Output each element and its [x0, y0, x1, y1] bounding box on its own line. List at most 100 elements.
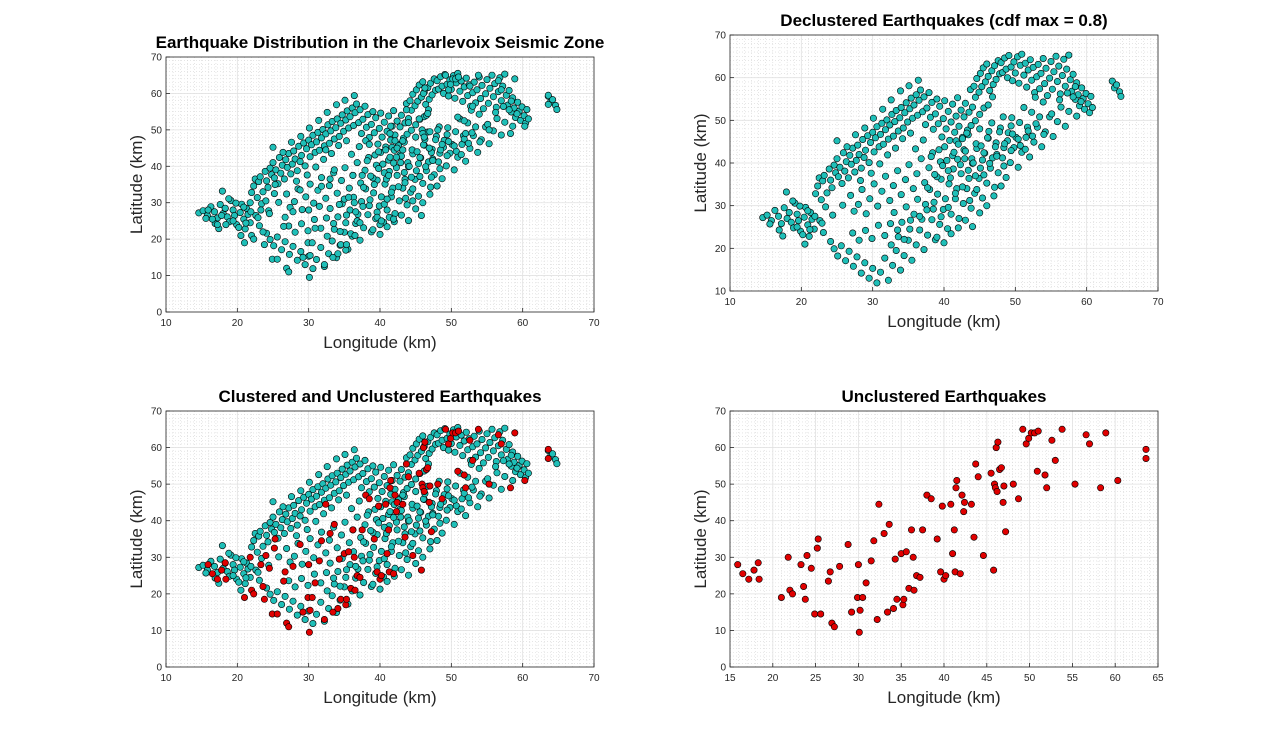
data-point — [856, 606, 864, 614]
y-tick-label: 60 — [151, 89, 163, 100]
data-point — [322, 146, 330, 154]
data-point — [427, 183, 435, 191]
data-point — [1117, 92, 1125, 100]
y-tick-label: 10 — [151, 271, 163, 282]
data-point — [341, 96, 349, 104]
data-point — [278, 246, 286, 254]
data-point — [493, 115, 501, 123]
data-point — [855, 236, 863, 244]
data-point — [270, 174, 278, 182]
data-point — [1078, 84, 1086, 92]
x-tick-label: 40 — [938, 297, 950, 308]
data-point — [275, 198, 283, 206]
data-point — [906, 225, 914, 233]
x-tick-label: 10 — [160, 318, 172, 329]
data-point — [369, 462, 377, 470]
data-point — [250, 590, 258, 598]
data-point — [397, 111, 405, 119]
data-point — [457, 505, 465, 513]
data-point — [873, 279, 881, 287]
data-point — [320, 615, 328, 623]
data-point — [242, 219, 250, 227]
data-point — [346, 113, 354, 121]
data-point — [378, 487, 386, 495]
data-point — [869, 114, 877, 122]
data-point — [213, 575, 221, 583]
data-point — [340, 127, 348, 135]
data-point — [299, 253, 307, 261]
data-point — [896, 114, 904, 122]
data-point — [412, 133, 420, 141]
data-point — [1002, 528, 1010, 536]
data-point — [250, 235, 258, 243]
data-point — [836, 163, 844, 171]
data-point — [942, 572, 950, 580]
data-point — [269, 498, 277, 506]
data-point — [819, 229, 827, 237]
data-point — [967, 122, 975, 130]
data-point — [392, 153, 400, 161]
data-point — [1082, 431, 1090, 439]
data-point — [334, 213, 342, 221]
data-point — [327, 150, 335, 158]
data-point — [218, 187, 226, 195]
data-point — [291, 228, 299, 236]
data-point — [1073, 112, 1081, 120]
x-tick-label: 40 — [938, 673, 950, 684]
data-point — [450, 166, 458, 174]
data-point — [994, 169, 1002, 177]
data-point — [886, 121, 894, 129]
data-point — [999, 498, 1007, 506]
data-point — [305, 206, 313, 214]
data-point — [492, 463, 500, 471]
data-point — [1081, 105, 1089, 113]
data-point — [834, 173, 842, 181]
data-point — [494, 77, 502, 85]
data-point — [290, 147, 298, 155]
data-point — [912, 91, 920, 99]
data-point — [306, 606, 314, 614]
data-point — [879, 105, 887, 113]
data-point — [521, 476, 529, 484]
data-point — [377, 109, 385, 117]
data-point — [310, 216, 318, 224]
points — [195, 69, 561, 281]
data-point — [900, 252, 908, 260]
data-point — [961, 155, 969, 163]
data-point — [977, 142, 985, 150]
data-point — [391, 137, 399, 145]
data-point — [865, 274, 873, 282]
data-point — [363, 157, 371, 165]
data-point — [1005, 51, 1013, 59]
data-point — [421, 438, 429, 446]
data-point — [385, 112, 393, 120]
data-point — [310, 570, 318, 578]
data-point — [357, 130, 365, 138]
data-point — [511, 75, 519, 83]
data-point — [489, 93, 497, 101]
x-tick-label: 10 — [160, 673, 172, 684]
data-point — [297, 151, 305, 159]
data-point — [858, 186, 866, 194]
data-point — [779, 232, 787, 240]
data-point — [309, 265, 317, 273]
data-point — [984, 101, 992, 109]
data-point — [280, 529, 288, 537]
data-point — [963, 129, 971, 137]
data-point — [907, 526, 915, 534]
data-point — [225, 195, 233, 203]
y-tick-label: 70 — [715, 407, 727, 418]
x-tick-label: 30 — [853, 673, 865, 684]
data-point — [980, 149, 988, 157]
data-point — [419, 553, 427, 561]
data-point — [485, 126, 493, 134]
data-point — [929, 205, 937, 213]
data-point — [855, 628, 863, 636]
data-point — [399, 137, 407, 145]
data-point — [497, 131, 505, 139]
data-point — [899, 124, 907, 132]
data-point — [367, 475, 375, 483]
data-point — [422, 517, 430, 525]
data-point — [254, 568, 262, 576]
data-point — [862, 579, 870, 587]
